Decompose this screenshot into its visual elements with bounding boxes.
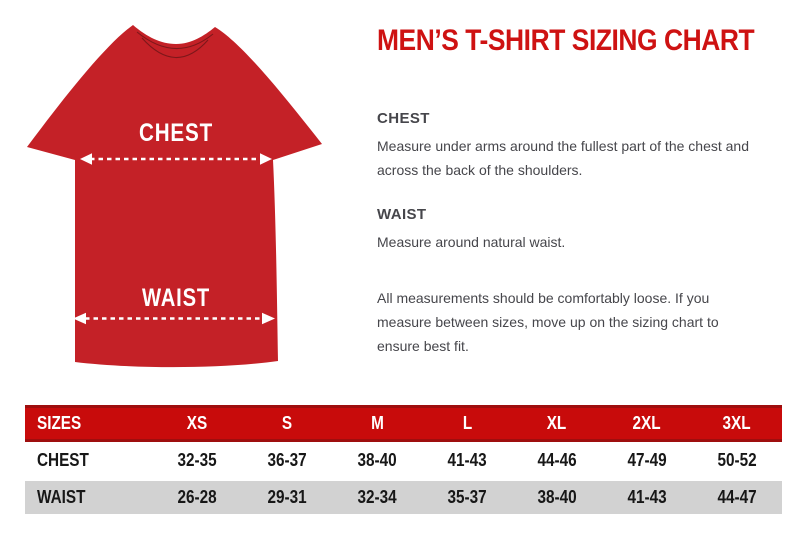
header-label: SIZES (37, 413, 82, 433)
header-label: XS (186, 413, 208, 433)
size-value: 38-40 (357, 449, 397, 470)
header-cell-2xl: 2XL (602, 413, 692, 434)
size-value: 35-37 (447, 487, 487, 507)
size-value: 44-47 (717, 487, 757, 507)
row-label-waist: WAIST (25, 487, 152, 508)
info-column: MEN’S T-SHIRT SIZING CHART CHEST Measure… (377, 24, 777, 358)
waist-diagram-label: WAIST (142, 284, 210, 312)
table-row-chest: CHEST 32-35 36-37 38-40 41-43 44-46 47-4… (25, 442, 782, 478)
header-label: S (281, 413, 293, 433)
chest-value-s: 36-37 (242, 450, 332, 471)
size-value: 36-37 (267, 449, 307, 470)
header-cell-m: M (332, 413, 422, 434)
size-value: 32-35 (177, 449, 217, 470)
chest-value-m: 38-40 (332, 450, 422, 471)
size-value: 32-34 (357, 487, 397, 507)
chest-value-l: 41-43 (422, 450, 512, 471)
size-value: 41-43 (447, 449, 487, 470)
fit-note-text: All measurements should be comfortably l… (377, 290, 719, 355)
collar-seam-inner (141, 37, 209, 59)
header-label: M (370, 413, 384, 433)
waist-value-2xl: 41-43 (602, 487, 692, 508)
waist-heading: WAIST (377, 206, 427, 224)
header-label: L (462, 413, 472, 433)
chest-diagram-label: CHEST (139, 119, 213, 147)
chest-value-xs: 32-35 (152, 450, 242, 471)
size-value: 38-40 (537, 487, 577, 507)
waist-instructions: WAIST Measure around natural waist. (377, 206, 777, 254)
chest-measure-arrow (80, 153, 272, 165)
chest-body-text: Measure under arms around the fullest pa… (377, 138, 749, 179)
waist-value-m: 32-34 (332, 487, 422, 508)
waist-value-xs: 26-28 (152, 487, 242, 508)
waist-value-3xl: 44-47 (692, 487, 782, 508)
header-cell-3xl: 3XL (692, 413, 782, 434)
waist-value-l: 35-37 (422, 487, 512, 508)
header-cell-s: S (242, 413, 332, 434)
chest-value-3xl: 50-52 (692, 450, 782, 471)
header-label: 3XL (722, 413, 752, 433)
header-cell-sizes: SIZES (25, 413, 152, 434)
size-value: 44-46 (537, 449, 577, 470)
row-label-chest: CHEST (25, 450, 152, 471)
tshirt-shape (27, 25, 322, 368)
header-cell-l: L (422, 413, 512, 434)
header-label: XL (547, 413, 567, 433)
row-label: CHEST (37, 449, 89, 470)
chest-heading: CHEST (377, 110, 430, 127)
table-header-row: SIZES XS S M L XL 2XL 3XL (25, 405, 782, 442)
chest-value-xl: 44-46 (512, 450, 602, 471)
size-value: 29-31 (267, 487, 307, 507)
header-label: 2XL (632, 413, 662, 433)
collar-seam-outer (136, 31, 214, 50)
size-value: 26-28 (177, 487, 217, 507)
sizing-table: SIZES XS S M L XL 2XL 3XL CHEST 32-35 36… (25, 405, 782, 514)
tshirt-diagram: CHEST WAIST (27, 25, 322, 368)
waist-body-text: Measure around natural waist. (377, 234, 566, 251)
table-row-waist: WAIST 26-28 29-31 32-34 35-37 38-40 41-4… (25, 481, 782, 514)
size-value: 47-49 (627, 449, 667, 470)
header-cell-xl: XL (512, 413, 602, 434)
size-value: 41-43 (627, 487, 667, 507)
row-label: WAIST (37, 487, 86, 507)
chest-instructions: CHEST Measure under arms around the full… (377, 110, 777, 182)
header-cell-xs: XS (152, 413, 242, 434)
waist-value-xl: 38-40 (512, 487, 602, 508)
page-title: MEN’S T-SHIRT SIZING CHART (377, 24, 755, 57)
chest-value-2xl: 47-49 (602, 450, 692, 471)
waist-value-s: 29-31 (242, 487, 332, 508)
waist-measure-arrow (73, 312, 275, 325)
size-value: 50-52 (717, 449, 757, 470)
